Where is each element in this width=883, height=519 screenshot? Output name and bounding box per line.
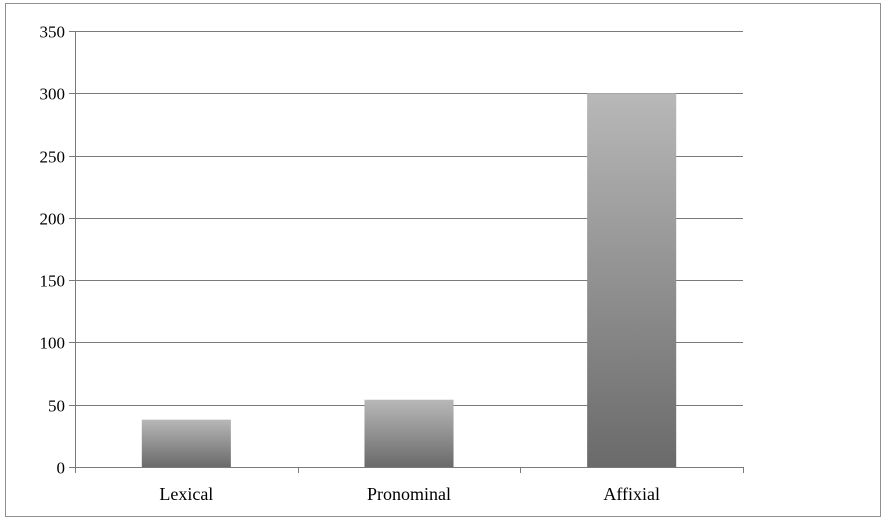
y-tick-label-350: 350 bbox=[40, 23, 66, 42]
bar-lexical bbox=[141, 419, 231, 467]
bars bbox=[141, 93, 677, 468]
y-tick-label-150: 150 bbox=[40, 272, 66, 291]
y-tick-label-50: 50 bbox=[48, 397, 65, 416]
y-tick-label-250: 250 bbox=[40, 148, 66, 167]
y-tick-label-100: 100 bbox=[40, 334, 66, 353]
labels: 0 50 100 150 200 250 300 350 Lexical Pronominal Af… bbox=[40, 23, 660, 505]
bar-affixial bbox=[587, 93, 677, 468]
y-tick-label-300: 300 bbox=[40, 85, 66, 104]
axes bbox=[69, 31, 744, 473]
y-tick-label-200: 200 bbox=[40, 210, 66, 229]
x-tick-label-affixial: Affixial bbox=[603, 484, 660, 504]
chart-frame bbox=[5, 3, 881, 517]
bar-pronominal bbox=[364, 399, 454, 467]
x-tick-label-lexical: Lexical bbox=[159, 484, 213, 504]
x-tick-label-pronominal: Pronominal bbox=[367, 484, 451, 504]
y-tick-label-0: 0 bbox=[57, 459, 66, 478]
